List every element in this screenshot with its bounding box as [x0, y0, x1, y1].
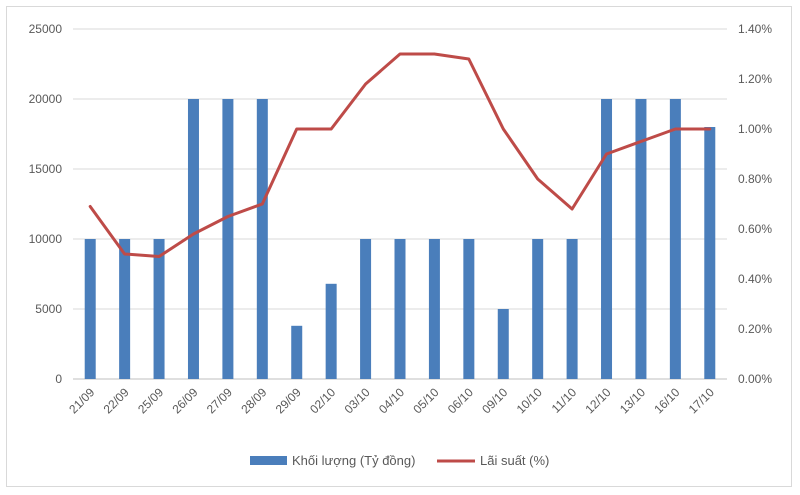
chart-frame	[6, 6, 792, 487]
volume-bar	[669, 99, 681, 379]
x-tick-label: 22/09	[101, 385, 132, 416]
x-tick-label: 03/10	[342, 385, 373, 416]
left-tick-label: 10000	[29, 232, 63, 246]
x-tick-label: 12/10	[583, 385, 614, 416]
legend-bar-label: Khối lượng (Tỷ đồng)	[292, 453, 415, 468]
right-tick-label: 1.00%	[738, 122, 772, 136]
right-tick-label: 0.80%	[738, 172, 772, 186]
x-tick-label: 06/10	[445, 385, 476, 416]
volume-bar	[84, 239, 96, 379]
volume-bar	[256, 99, 268, 379]
volume-bar	[360, 239, 372, 379]
x-tick-label: 29/09	[273, 385, 304, 416]
x-tick-label: 21/09	[66, 385, 97, 416]
x-tick-label: 28/09	[238, 385, 269, 416]
legend-line-label: Lãi suất (%)	[480, 453, 549, 468]
x-tick-label: 09/10	[479, 385, 510, 416]
x-tick-label: 02/10	[307, 385, 338, 416]
x-tick-label: 11/10	[549, 385, 580, 416]
volume-bar	[119, 239, 131, 379]
right-axis-ticks: 0.00% 0.20% 0.40% 0.60% 0.80% 1.00% 1.20% 1.40%	[738, 22, 772, 386]
left-tick-label: 5000	[35, 302, 62, 316]
x-tick-label: 05/10	[410, 385, 441, 416]
volume-bar	[325, 283, 337, 379]
right-tick-label: 0.60%	[738, 222, 772, 236]
left-axis-ticks: 0 5000 10000 15000 20000 25000	[29, 22, 63, 386]
volume-bar	[428, 239, 440, 379]
rate-series-line	[88, 52, 712, 258]
x-tick-label: 26/09	[169, 385, 200, 416]
right-tick-label: 0.40%	[738, 272, 772, 286]
left-tick-label: 20000	[29, 92, 63, 106]
legend: Khối lượng (Tỷ đồng) Lãi suất (%)	[250, 453, 549, 468]
right-tick-label: 1.40%	[738, 22, 772, 36]
volume-bar	[566, 239, 578, 379]
x-tick-label: 16/10	[651, 385, 682, 416]
volume-bar	[463, 239, 475, 379]
volume-bar	[497, 309, 509, 379]
x-tick-label: 10/10	[514, 385, 545, 416]
volume-bars	[84, 99, 716, 379]
left-tick-label: 15000	[29, 162, 63, 176]
volume-bar	[394, 239, 406, 379]
legend-bar-swatch	[250, 456, 287, 465]
rate-line	[88, 52, 712, 258]
right-tick-label: 1.20%	[738, 72, 772, 86]
right-tick-label: 0.00%	[738, 372, 772, 386]
left-tick-label: 0	[55, 372, 62, 386]
volume-bar	[222, 99, 234, 379]
left-tick-label: 25000	[29, 22, 63, 36]
x-tick-label: 04/10	[376, 385, 407, 416]
x-tick-label: 25/09	[135, 385, 166, 416]
volume-bar	[153, 239, 165, 379]
x-tick-label: 13/10	[617, 385, 648, 416]
x-axis-ticks: 21/09 22/09 25/09 26/09 27/09 28/09 29/09 02/10…	[66, 385, 717, 416]
x-tick-label: 27/09	[204, 385, 235, 416]
volume-bar	[601, 99, 613, 379]
right-tick-label: 0.20%	[738, 322, 772, 336]
volume-bar	[187, 99, 199, 379]
volume-bar	[704, 127, 716, 379]
volume-bar	[291, 325, 303, 379]
volume-bar	[532, 239, 544, 379]
volume-bar	[635, 99, 647, 379]
x-tick-label: 17/10	[686, 385, 717, 416]
gridlines	[73, 28, 727, 380]
